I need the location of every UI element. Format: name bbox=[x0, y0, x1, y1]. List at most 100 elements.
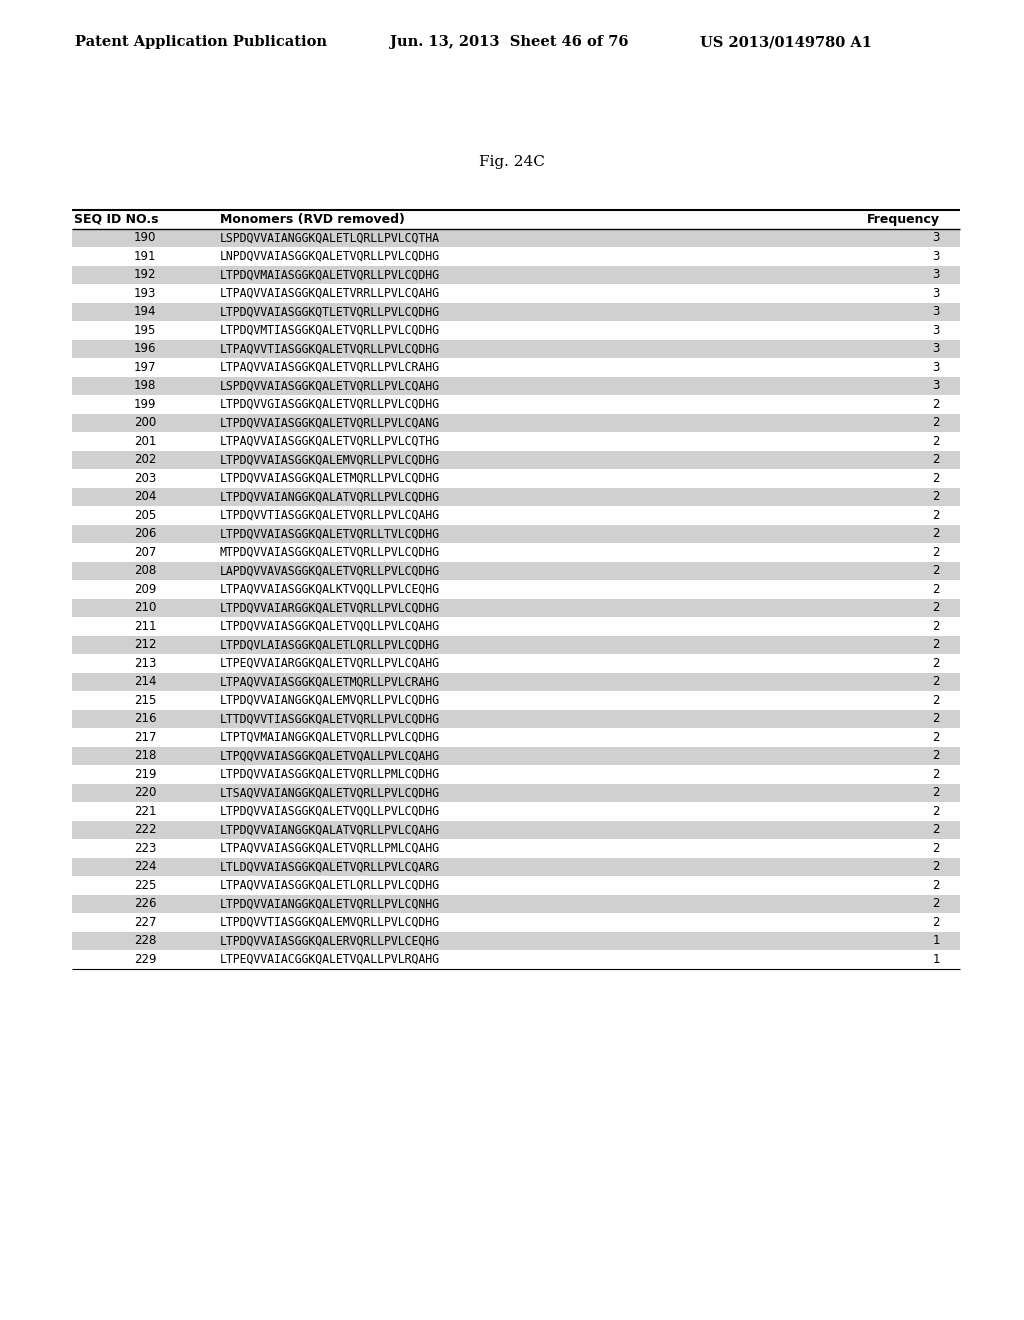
Text: LTPAQVVAIASGGKQALETVQRLLPVLCRAHG: LTPAQVVAIASGGKQALETVQRLLPVLCRAHG bbox=[220, 360, 440, 374]
Text: 212: 212 bbox=[134, 639, 157, 651]
Text: 202: 202 bbox=[134, 453, 157, 466]
Bar bbox=[72, 561, 961, 579]
Text: LTPAQVVAIASGGKQALETVRRLLPVLCQAHG: LTPAQVVAIASGGKQALETVRRLLPVLCQAHG bbox=[220, 286, 440, 300]
Text: 2: 2 bbox=[933, 676, 940, 688]
Text: 220: 220 bbox=[134, 787, 157, 799]
Text: LTPDQVVAIANGGKQALATVQRLLPVLCQDHG: LTPDQVVAIANGGKQALATVQRLLPVLCQDHG bbox=[220, 490, 440, 503]
Text: LTPDQVVAIANGGKQALEMVQRLLPVLCQDHG: LTPDQVVAIANGGKQALEMVQRLLPVLCQDHG bbox=[220, 694, 440, 706]
Text: 208: 208 bbox=[134, 564, 156, 577]
Bar bbox=[72, 858, 961, 876]
Text: LTPDQVVAIASGGKQALETVQRLLPMLCQDHG: LTPDQVVAIASGGKQALETVQRLLPMLCQDHG bbox=[220, 768, 440, 780]
Text: Patent Application Publication: Patent Application Publication bbox=[75, 36, 327, 49]
Text: 3: 3 bbox=[933, 286, 940, 300]
Text: 215: 215 bbox=[134, 694, 157, 706]
Text: Monomers (RVD removed): Monomers (RVD removed) bbox=[220, 213, 404, 226]
Text: 194: 194 bbox=[134, 305, 157, 318]
Text: 2: 2 bbox=[933, 787, 940, 799]
Text: LTPDQVVAIASGGKQALETVQRLLTVLCQDHG: LTPDQVVAIASGGKQALETVQRLLTVLCQDHG bbox=[220, 527, 440, 540]
Text: 191: 191 bbox=[134, 249, 157, 263]
Text: 2: 2 bbox=[933, 694, 940, 706]
Text: 196: 196 bbox=[134, 342, 157, 355]
Bar bbox=[72, 487, 961, 506]
Text: 2: 2 bbox=[933, 434, 940, 447]
Text: 2: 2 bbox=[933, 750, 940, 762]
Text: 2: 2 bbox=[933, 397, 940, 411]
Text: 205: 205 bbox=[134, 508, 156, 521]
Text: LTPDQVVAIASGGKQALERVQRLLPVLCEQHG: LTPDQVVAIASGGKQALERVQRLLPVLCEQHG bbox=[220, 935, 440, 948]
Text: 219: 219 bbox=[134, 768, 157, 780]
Text: 2: 2 bbox=[933, 564, 940, 577]
Bar bbox=[72, 821, 961, 840]
Text: 2: 2 bbox=[933, 768, 940, 780]
Text: 222: 222 bbox=[134, 824, 157, 837]
Text: LSPDQVVAIASGGKQALETVQRLLPVLCQAHG: LSPDQVVAIASGGKQALETVQRLLPVLCQAHG bbox=[220, 379, 440, 392]
Text: Fig. 24C: Fig. 24C bbox=[479, 154, 545, 169]
Text: LTPAQVVTIASGGKQALETVQRLLPVLCQDHG: LTPAQVVTIASGGKQALETVQRLLPVLCQDHG bbox=[220, 342, 440, 355]
Text: Jun. 13, 2013  Sheet 46 of 76: Jun. 13, 2013 Sheet 46 of 76 bbox=[390, 36, 629, 49]
Text: LTPEQVVAIACGGKQALETVQALLPVLRQAHG: LTPEQVVAIACGGKQALETVQALLPVLRQAHG bbox=[220, 953, 440, 966]
Text: 3: 3 bbox=[933, 268, 940, 281]
Bar bbox=[72, 598, 961, 616]
Text: LTPDQVVAIARGGKQALETVQRLLPVLCQDHG: LTPDQVVAIARGGKQALETVQRLLPVLCQDHG bbox=[220, 601, 440, 614]
Text: LSPDQVVAIANGGKQALETLQRLLPVLCQTHA: LSPDQVVAIANGGKQALETLQRLLPVLCQTHA bbox=[220, 231, 440, 244]
Text: SEQ ID NO.s: SEQ ID NO.s bbox=[74, 213, 159, 226]
Text: 2: 2 bbox=[933, 453, 940, 466]
Text: LTTDQVVTIASGGKQALETVQRLLPVLCQDHG: LTTDQVVTIASGGKQALETVQRLLPVLCQDHG bbox=[220, 713, 440, 725]
Text: 2: 2 bbox=[933, 898, 940, 911]
Text: LTPDQVMAIASGGKQALETVQRLLPVLCQDHG: LTPDQVMAIASGGKQALETVQRLLPVLCQDHG bbox=[220, 268, 440, 281]
Text: 2: 2 bbox=[933, 527, 940, 540]
Text: 217: 217 bbox=[134, 731, 157, 743]
Text: 226: 226 bbox=[134, 898, 157, 911]
Text: MTPDQVVAIASGGKQALETVQRLLPVLCQDHG: MTPDQVVAIASGGKQALETVQRLLPVLCQDHG bbox=[220, 545, 440, 558]
Text: LTPDQVMTIASGGKQALETVQRLLPVLCQDHG: LTPDQVMTIASGGKQALETVQRLLPVLCQDHG bbox=[220, 323, 440, 337]
Text: LTPAQVVAIASGGKQALETLQRLLPVLCQDHG: LTPAQVVAIASGGKQALETLQRLLPVLCQDHG bbox=[220, 879, 440, 892]
Text: LTPTQVMAIANGGKQALETVQRLLPVLCQDHG: LTPTQVMAIANGGKQALETVQRLLPVLCQDHG bbox=[220, 731, 440, 743]
Text: 3: 3 bbox=[933, 249, 940, 263]
Text: 193: 193 bbox=[134, 286, 157, 300]
Text: 192: 192 bbox=[134, 268, 157, 281]
Text: 216: 216 bbox=[134, 713, 157, 725]
Text: 229: 229 bbox=[134, 953, 157, 966]
Text: 206: 206 bbox=[134, 527, 157, 540]
Text: 2: 2 bbox=[933, 490, 940, 503]
Text: LTPDQVVAIANGGKQALATVQRLLPVLCQAHG: LTPDQVVAIANGGKQALATVQRLLPVLCQAHG bbox=[220, 824, 440, 837]
Text: 207: 207 bbox=[134, 545, 157, 558]
Text: LTPAQVVAIASGGKQALETVQRLLPVLCQTHG: LTPAQVVAIASGGKQALETVQRLLPVLCQTHG bbox=[220, 434, 440, 447]
Text: 190: 190 bbox=[134, 231, 157, 244]
Text: 2: 2 bbox=[933, 639, 940, 651]
Text: 198: 198 bbox=[134, 379, 157, 392]
Text: 204: 204 bbox=[134, 490, 157, 503]
Text: 2: 2 bbox=[933, 657, 940, 669]
Text: LTPDQVVAIASGGKQALETVQRLLPVLCQANG: LTPDQVVAIASGGKQALETVQRLLPVLCQANG bbox=[220, 416, 440, 429]
Text: 1: 1 bbox=[933, 935, 940, 948]
Text: 2: 2 bbox=[933, 416, 940, 429]
Text: LTLDQVVAIASGGKQALETVQRLLPVLCQARG: LTLDQVVAIASGGKQALETVQRLLPVLCQARG bbox=[220, 861, 440, 874]
Text: LTPAQVVAIASGGKQALETMQRLLPVLCRAHG: LTPAQVVAIASGGKQALETMQRLLPVLCRAHG bbox=[220, 676, 440, 688]
Text: 2: 2 bbox=[933, 879, 940, 892]
Text: 214: 214 bbox=[134, 676, 157, 688]
Text: 211: 211 bbox=[134, 620, 157, 632]
Text: 225: 225 bbox=[134, 879, 157, 892]
Text: 221: 221 bbox=[134, 805, 157, 818]
Bar bbox=[72, 635, 961, 653]
Bar bbox=[72, 710, 961, 729]
Text: 1: 1 bbox=[933, 953, 940, 966]
Text: 2: 2 bbox=[933, 601, 940, 614]
Bar bbox=[72, 265, 961, 284]
Text: 2: 2 bbox=[933, 731, 940, 743]
Text: 2: 2 bbox=[933, 916, 940, 929]
Text: 2: 2 bbox=[933, 620, 940, 632]
Text: LTPDQVVTIASGGKQALEMVQRLLPVLCQDHG: LTPDQVVTIASGGKQALEMVQRLLPVLCQDHG bbox=[220, 916, 440, 929]
Bar bbox=[72, 302, 961, 321]
Text: LTPDQVVAIASGGKQALETVQQLLPVLCQDHG: LTPDQVVAIASGGKQALETVQQLLPVLCQDHG bbox=[220, 805, 440, 818]
Bar bbox=[72, 524, 961, 543]
Text: LTPAQVVAIASGGKQALETVQRLLPMLCQAHG: LTPAQVVAIASGGKQALETVQRLLPMLCQAHG bbox=[220, 842, 440, 855]
Text: 203: 203 bbox=[134, 471, 156, 484]
Text: 227: 227 bbox=[134, 916, 157, 929]
Text: 201: 201 bbox=[134, 434, 157, 447]
Text: 3: 3 bbox=[933, 323, 940, 337]
Text: LAPDQVVAVASGGKQALETVQRLLPVLCQDHG: LAPDQVVAVASGGKQALETVQRLLPVLCQDHG bbox=[220, 564, 440, 577]
Text: 3: 3 bbox=[933, 231, 940, 244]
Text: LNPDQVVAIASGGKQALETVQRLLPVLCQDHG: LNPDQVVAIASGGKQALETVQRLLPVLCQDHG bbox=[220, 249, 440, 263]
Text: LTPDQVLAIASGGKQALETLQRLLPVLCQDHG: LTPDQVLAIASGGKQALETLQRLLPVLCQDHG bbox=[220, 639, 440, 651]
